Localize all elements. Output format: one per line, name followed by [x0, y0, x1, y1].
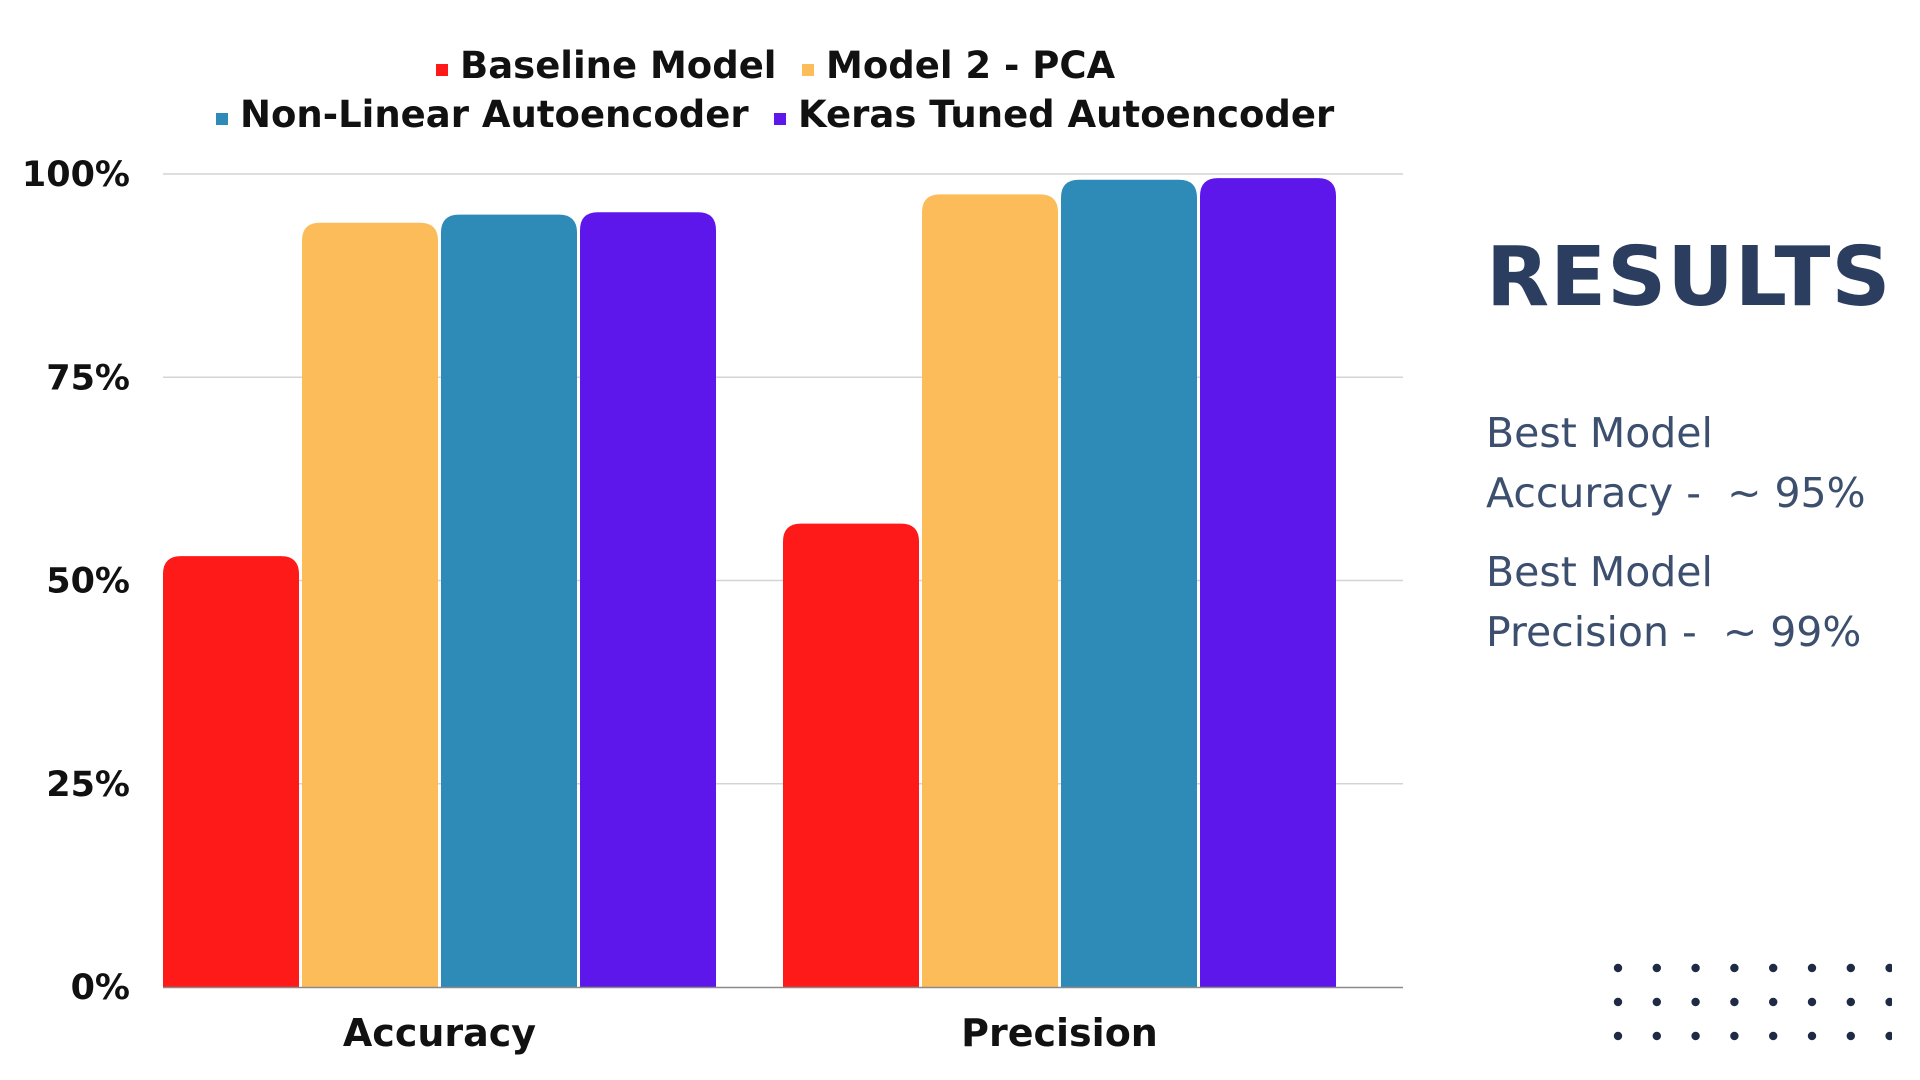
legend: Baseline Model Model 2 - PCA Non-Linear Au… [216, 44, 1335, 136]
decor-dot [1652, 1031, 1661, 1041]
decor-dot [1730, 997, 1739, 1007]
decor-dot [1846, 963, 1855, 973]
bar-non-linear-autoencoder-accuracy [441, 214, 577, 987]
decor-dot [1730, 1031, 1739, 1041]
bar-baseline-model-precision [783, 523, 919, 987]
bar-model-2-pca-precision [922, 194, 1058, 987]
results-title: RESULTS [1486, 230, 1892, 325]
decor-dot [1652, 997, 1661, 1007]
legend-swatch [216, 113, 228, 125]
y-tick-label: 75% [46, 358, 130, 398]
decor-dot [1807, 997, 1817, 1007]
decor-dot [1769, 1031, 1778, 1041]
bar-keras-tuned-autoencoder-precision [1200, 178, 1336, 987]
x-category-label: Precision [961, 1011, 1158, 1055]
x-axis-categories: Accuracy Precision [343, 1011, 1158, 1055]
bar-keras-tuned-autoencoder-accuracy [580, 212, 716, 987]
y-tick-label: 25% [46, 765, 130, 805]
legend-swatch [436, 64, 448, 76]
legend-label: Non-Linear Autoencoder [240, 93, 749, 136]
decor-dot [1846, 997, 1855, 1007]
results-panel: RESULTS Best Model Accuracy - ~ 95% Best… [1486, 230, 1906, 662]
decor-dot [1769, 997, 1778, 1007]
bars [163, 178, 1336, 988]
decor-dot [1691, 963, 1700, 973]
decor-dot [1613, 963, 1623, 973]
legend-label: Keras Tuned Autoencoder [798, 93, 1335, 136]
decor-dot [1846, 1031, 1855, 1041]
decor-dot [1691, 997, 1700, 1007]
decor-dot [1885, 1031, 1892, 1041]
y-tick-label: 100% [22, 155, 130, 195]
legend-label: Baseline Model [460, 44, 776, 87]
bar-model-2-pca-accuracy [302, 222, 438, 987]
y-tick-label: 50% [46, 562, 130, 602]
legend-swatch [802, 64, 814, 76]
y-tick-label: 0% [71, 968, 130, 1008]
legend-swatch [774, 113, 786, 125]
best-accuracy-text: Best Model Accuracy - ~ 95% [1486, 409, 1866, 518]
decor-dot [1613, 997, 1623, 1007]
bar-baseline-model-accuracy [163, 556, 299, 987]
best-precision-text: Best Model Precision - ~ 99% [1486, 548, 1862, 657]
decor-dot [1769, 963, 1778, 973]
decor-dot [1807, 1031, 1817, 1041]
y-axis-ticks: 0% 25% 50% 75% 100% [22, 155, 130, 1008]
x-category-label: Accuracy [343, 1011, 536, 1055]
decor-dot [1652, 963, 1661, 973]
decor-dot [1730, 963, 1739, 973]
decor-dot [1885, 963, 1892, 973]
decor-dot [1691, 1031, 1700, 1041]
decor-dot [1807, 963, 1817, 973]
legend-label: Model 2 - PCA [826, 44, 1116, 87]
bar-non-linear-autoencoder-precision [1061, 179, 1197, 988]
decorative-dot-grid [1613, 963, 1892, 1041]
decor-dot [1613, 1031, 1623, 1041]
decor-dot [1885, 997, 1892, 1007]
